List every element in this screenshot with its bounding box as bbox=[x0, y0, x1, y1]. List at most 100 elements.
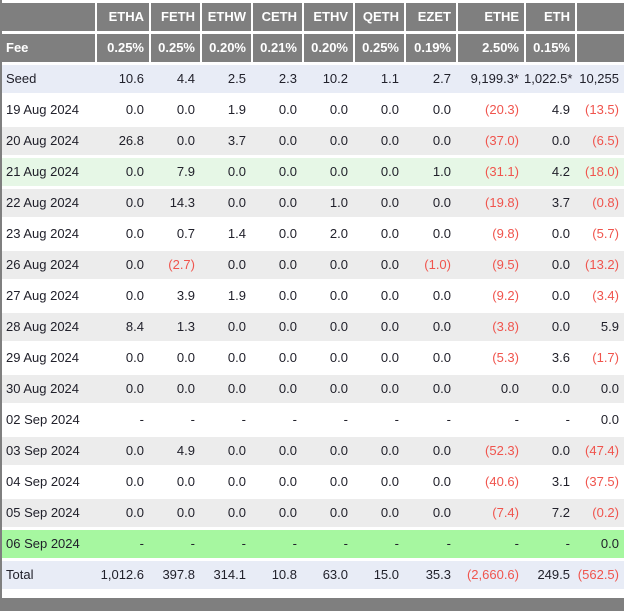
table-row: Total 1,012.6 397.8 314.1 10.8 63.0 15.0 35.3 (2… bbox=[2, 561, 624, 589]
value-cell: - bbox=[353, 406, 404, 434]
value-cell: 0.0 bbox=[200, 437, 251, 465]
row-label: 02 Sep 2024 bbox=[2, 406, 95, 434]
table-row: 04 Sep 2024 0.0 0.0 0.0 0.0 0.0 0.0 0.0 (40.6) 3.… bbox=[2, 468, 624, 496]
fee-cell: 0.20% bbox=[200, 34, 251, 62]
value-cell: - bbox=[404, 530, 456, 558]
value-cell: 397.8 bbox=[149, 561, 200, 589]
value-cell: - bbox=[200, 406, 251, 434]
value-cell: 0.0 bbox=[404, 127, 456, 155]
ticker-header-cell: CETH bbox=[251, 3, 302, 31]
row-total-header-cell bbox=[575, 3, 624, 31]
value-cell: 0.0 bbox=[251, 96, 302, 124]
value-cell: 0.0 bbox=[200, 375, 251, 403]
value-cell: 0.0 bbox=[95, 282, 149, 310]
table-row: 03 Sep 2024 0.0 4.9 0.0 0.0 0.0 0.0 0.0 (52.3) 0.… bbox=[2, 437, 624, 465]
ticker-header-row: ETHA FETH ETHW CETH ETHV QETH EZET ETHE ETH bbox=[2, 3, 624, 31]
value-cell: 15.0 bbox=[353, 561, 404, 589]
value-cell: 0.0 bbox=[251, 189, 302, 217]
value-cell: 0.0 bbox=[456, 375, 524, 403]
value-cell: 1.0 bbox=[404, 158, 456, 186]
value-cell: 0.0 bbox=[95, 344, 149, 372]
value-cell: (37.0) bbox=[456, 127, 524, 155]
value-cell: 0.0 bbox=[251, 220, 302, 248]
table-row: 05 Sep 2024 0.0 0.0 0.0 0.0 0.0 0.0 0.0 (7.4) 7.2… bbox=[2, 499, 624, 527]
fee-cell: 0.20% bbox=[302, 34, 353, 62]
table-row: 28 Aug 2024 8.4 1.3 0.0 0.0 0.0 0.0 0.0 (3.8) 0.0… bbox=[2, 313, 624, 341]
value-cell: 2.3 bbox=[251, 65, 302, 93]
value-cell: 1.9 bbox=[200, 282, 251, 310]
value-cell: 314.1 bbox=[200, 561, 251, 589]
table-row: 27 Aug 2024 0.0 3.9 1.9 0.0 0.0 0.0 0.0 (9.2) 0.0… bbox=[2, 282, 624, 310]
table-head: ETHA FETH ETHW CETH ETHV QETH EZET ETHE ETH Fee 0.… bbox=[2, 3, 624, 62]
value-cell: 0.0 bbox=[95, 220, 149, 248]
value-cell: 1,012.6 bbox=[95, 561, 149, 589]
fee-cell: 0.19% bbox=[404, 34, 456, 62]
value-cell: 0.0 bbox=[404, 220, 456, 248]
value-cell: (7.4) bbox=[456, 499, 524, 527]
value-cell: 0.0 bbox=[95, 158, 149, 186]
row-total-cell: 0.0 bbox=[575, 406, 624, 434]
row-total-cell: (0.8) bbox=[575, 189, 624, 217]
row-label: 29 Aug 2024 bbox=[2, 344, 95, 372]
value-cell: 0.0 bbox=[251, 468, 302, 496]
value-cell: 1.4 bbox=[200, 220, 251, 248]
row-label: 20 Aug 2024 bbox=[2, 127, 95, 155]
value-cell: 1.9 bbox=[200, 96, 251, 124]
value-cell: 14.3 bbox=[149, 189, 200, 217]
value-cell: 0.0 bbox=[302, 313, 353, 341]
value-cell: 0.0 bbox=[251, 251, 302, 279]
value-cell: 0.0 bbox=[251, 344, 302, 372]
value-cell: 4.4 bbox=[149, 65, 200, 93]
value-cell: 0.0 bbox=[353, 313, 404, 341]
ticker-header-cell: ETHW bbox=[200, 3, 251, 31]
row-label: Seed bbox=[2, 65, 95, 93]
ticker-header-cell: QETH bbox=[353, 3, 404, 31]
row-total-cell: (47.4) bbox=[575, 437, 624, 465]
row-label: 05 Sep 2024 bbox=[2, 499, 95, 527]
value-cell: - bbox=[200, 530, 251, 558]
row-total-cell: (3.4) bbox=[575, 282, 624, 310]
value-cell: 0.0 bbox=[95, 437, 149, 465]
table-row: 20 Aug 2024 26.8 0.0 3.7 0.0 0.0 0.0 0.0 (37.0) 0… bbox=[2, 127, 624, 155]
fee-header-row: Fee 0.25% 0.25% 0.20% 0.21% 0.20% 0.25% 0.19% 2.… bbox=[2, 34, 624, 62]
value-cell: (2,660.6) bbox=[456, 561, 524, 589]
value-cell: 0.0 bbox=[524, 437, 575, 465]
value-cell: 0.0 bbox=[404, 499, 456, 527]
value-cell: 0.0 bbox=[95, 499, 149, 527]
value-cell: 3.7 bbox=[200, 127, 251, 155]
row-label: 30 Aug 2024 bbox=[2, 375, 95, 403]
value-cell: - bbox=[95, 406, 149, 434]
value-cell: 0.0 bbox=[353, 282, 404, 310]
table-bottom-border bbox=[2, 598, 624, 611]
value-cell: 0.0 bbox=[149, 468, 200, 496]
value-cell: 0.0 bbox=[95, 468, 149, 496]
value-cell: 0.0 bbox=[149, 375, 200, 403]
value-cell: 1.0 bbox=[302, 189, 353, 217]
value-cell: 0.0 bbox=[302, 437, 353, 465]
value-cell: - bbox=[404, 406, 456, 434]
ticker-header-cell: ETHA bbox=[95, 3, 149, 31]
value-cell: 0.0 bbox=[353, 220, 404, 248]
table-row: 23 Aug 2024 0.0 0.7 1.4 0.0 2.0 0.0 0.0 (9.8) 0.0… bbox=[2, 220, 624, 248]
value-cell: 2.0 bbox=[302, 220, 353, 248]
value-cell: 10.6 bbox=[95, 65, 149, 93]
value-cell: 0.0 bbox=[524, 313, 575, 341]
value-cell: - bbox=[149, 406, 200, 434]
value-cell: 0.0 bbox=[353, 189, 404, 217]
row-total-cell: (0.2) bbox=[575, 499, 624, 527]
value-cell: 0.0 bbox=[200, 313, 251, 341]
fee-cell: 0.15% bbox=[524, 34, 575, 62]
value-cell: - bbox=[524, 406, 575, 434]
value-cell: 0.0 bbox=[200, 251, 251, 279]
value-cell: 26.8 bbox=[95, 127, 149, 155]
row-total-cell: (13.2) bbox=[575, 251, 624, 279]
table-row: Seed 10.6 4.4 2.5 2.3 10.2 1.1 2.7 9,199.3* 1,022… bbox=[2, 65, 624, 93]
value-cell: 2.7 bbox=[404, 65, 456, 93]
value-cell: 0.0 bbox=[302, 127, 353, 155]
value-cell: (9.8) bbox=[456, 220, 524, 248]
value-cell: 3.1 bbox=[524, 468, 575, 496]
fee-cell: 0.21% bbox=[251, 34, 302, 62]
ticker-header-cell: EZET bbox=[404, 3, 456, 31]
row-label: 19 Aug 2024 bbox=[2, 96, 95, 124]
value-cell: 0.0 bbox=[404, 375, 456, 403]
